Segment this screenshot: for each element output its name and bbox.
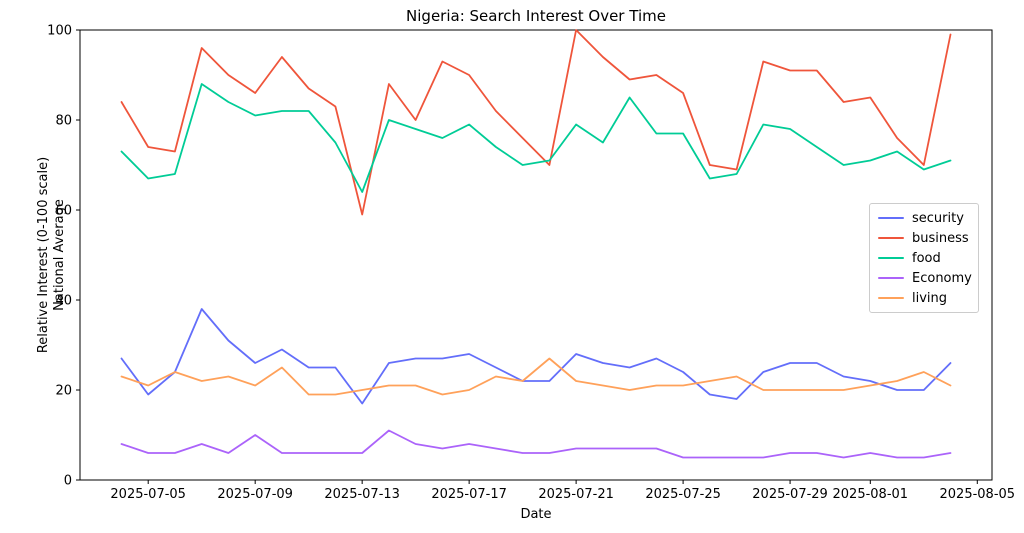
legend-item-Economy: Economy xyxy=(878,269,972,287)
legend-line-sample xyxy=(878,237,904,239)
y-tick-label: 100 xyxy=(47,24,72,39)
legend-item-food: food xyxy=(878,249,970,267)
legend-line-sample xyxy=(878,257,904,259)
plot-border xyxy=(79,29,993,481)
y-tick-label: 0 xyxy=(64,474,72,489)
y-tick-label: 80 xyxy=(55,114,72,129)
x-tick-label: 2025-07-09 xyxy=(217,487,293,502)
chart-title: Nigeria: Search Interest Over Time xyxy=(406,7,666,25)
y-tick-label: 20 xyxy=(55,384,72,399)
x-axis-label: Date xyxy=(520,507,552,522)
series-line-living xyxy=(120,357,952,396)
legend-line-sample xyxy=(878,217,904,219)
legend-label: Economy xyxy=(912,270,972,286)
series-line-business xyxy=(120,29,952,216)
legend-item-living: living xyxy=(878,289,970,307)
legend: security business food Economy living xyxy=(869,203,979,313)
x-tick-label: 2025-07-25 xyxy=(645,487,721,502)
x-tick-label: 2025-08-05 xyxy=(940,487,1016,502)
x-tick-label: 2025-07-29 xyxy=(752,487,828,502)
series-line-Economy xyxy=(120,429,952,459)
legend-item-business: business xyxy=(878,229,970,247)
y-axis-label: Relative Interest (0-100 scale) National… xyxy=(36,157,68,353)
legend-line-sample xyxy=(878,297,904,299)
legend-line-sample xyxy=(878,277,904,279)
y-axis-label-line2: National Average xyxy=(52,199,67,311)
y-tick-label: 60 xyxy=(55,204,72,219)
legend-label: security xyxy=(912,210,964,226)
legend-label: business xyxy=(912,230,969,246)
legend-item-security: security xyxy=(878,209,970,227)
legend-label: food xyxy=(912,250,941,266)
series-line-food xyxy=(120,83,952,193)
series-line-security xyxy=(120,308,952,405)
y-axis-label-line1: Relative Interest (0-100 scale) xyxy=(36,156,51,354)
x-tick-label: 2025-07-21 xyxy=(538,487,614,502)
x-tick-label: 2025-07-17 xyxy=(431,487,507,502)
legend-label: living xyxy=(912,290,948,306)
x-tick-label: 2025-07-05 xyxy=(110,487,186,502)
x-tick-label: 2025-08-01 xyxy=(833,487,909,502)
y-tick-label: 40 xyxy=(55,294,72,309)
x-tick-label: 2025-07-13 xyxy=(324,487,400,502)
